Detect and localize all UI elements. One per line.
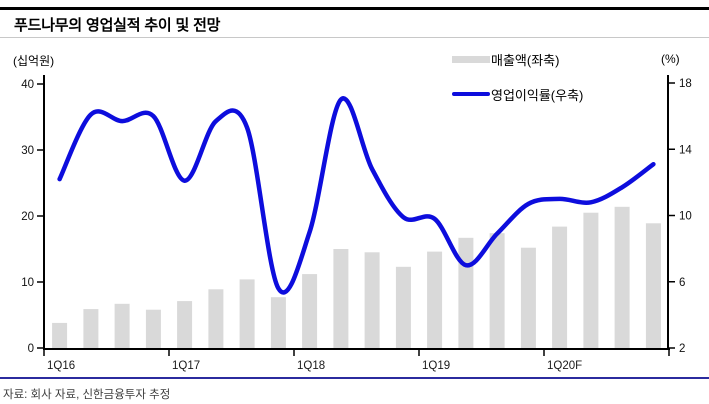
x-axis-tick-label: 1Q20F — [547, 360, 582, 372]
revenue-bar-swatch-icon — [452, 55, 490, 63]
chart-canvas: 0 10 20 30 40 2 6 10 14 18 1Q16 1Q17 1Q18 1Q19 1Q20F — [21, 75, 692, 372]
footer-rule — [0, 377, 709, 379]
revenue-bar — [552, 226, 568, 348]
revenue-bar — [489, 233, 505, 348]
legend-item-opm: 영업이익률(우축) — [452, 85, 652, 103]
left-axis-unit-label: (십억원) — [13, 54, 55, 68]
revenue-bar — [364, 252, 380, 348]
revenue-bar — [458, 237, 474, 348]
revenue-bar — [239, 279, 255, 348]
right-axis-tick-label: 6 — [679, 277, 685, 289]
chart-legend: 매출액(좌축) 영업이익률(우축) — [452, 50, 652, 120]
revenue-bar — [145, 309, 161, 348]
revenue-bar — [395, 266, 411, 348]
revenue-bar — [208, 289, 224, 348]
right-axis-tick-label: 10 — [679, 211, 692, 223]
right-axis-tick-label: 14 — [679, 144, 692, 156]
header-divider-rule — [0, 37, 709, 38]
opm-line-swatch-icon — [452, 92, 490, 96]
x-axis-tick-label: 1Q18 — [297, 360, 325, 372]
revenue-bar — [614, 206, 630, 348]
x-axis-tick-label: 1Q16 — [47, 360, 75, 372]
revenue-bar — [645, 223, 661, 348]
revenue-bar — [177, 301, 193, 348]
left-axis-tick-label: 20 — [21, 211, 34, 223]
revenue-bar — [427, 251, 443, 348]
x-axis-tick-label: 1Q19 — [422, 360, 450, 372]
header-top-rule — [0, 7, 709, 10]
revenue-bar — [302, 274, 318, 348]
y-axes — [43, 75, 669, 350]
legend-revenue-label: 매출액(좌축) — [491, 52, 560, 68]
revenue-bar — [83, 309, 99, 348]
chart-title: 푸드나무의 영업실적 추이 및 전망 — [14, 17, 221, 34]
revenue-bar — [52, 322, 68, 348]
left-axis-tick-label: 10 — [21, 277, 34, 289]
source-note: 자료: 회사 자료, 신한금융투자 추정 — [3, 389, 171, 401]
revenue-bar — [270, 297, 286, 348]
revenue-bar — [583, 212, 599, 348]
left-axis-tick-label: 30 — [21, 145, 34, 157]
opm-line — [57, 96, 656, 295]
legend-item-revenue: 매출액(좌축) — [452, 50, 652, 68]
revenue-bar — [520, 247, 536, 348]
left-axis-tick-label: 0 — [28, 343, 34, 355]
left-axis-tick-label: 40 — [21, 79, 34, 91]
right-axis-tick-label: 18 — [679, 78, 692, 90]
revenue-bar — [333, 249, 349, 348]
right-axis-tick-label: 2 — [679, 343, 685, 355]
revenue-bar — [114, 303, 130, 348]
legend-opm-label: 영업이익률(우축) — [491, 87, 584, 103]
right-axis-unit-label: (%) — [661, 52, 680, 66]
x-axis-tick-label: 1Q17 — [172, 360, 200, 372]
